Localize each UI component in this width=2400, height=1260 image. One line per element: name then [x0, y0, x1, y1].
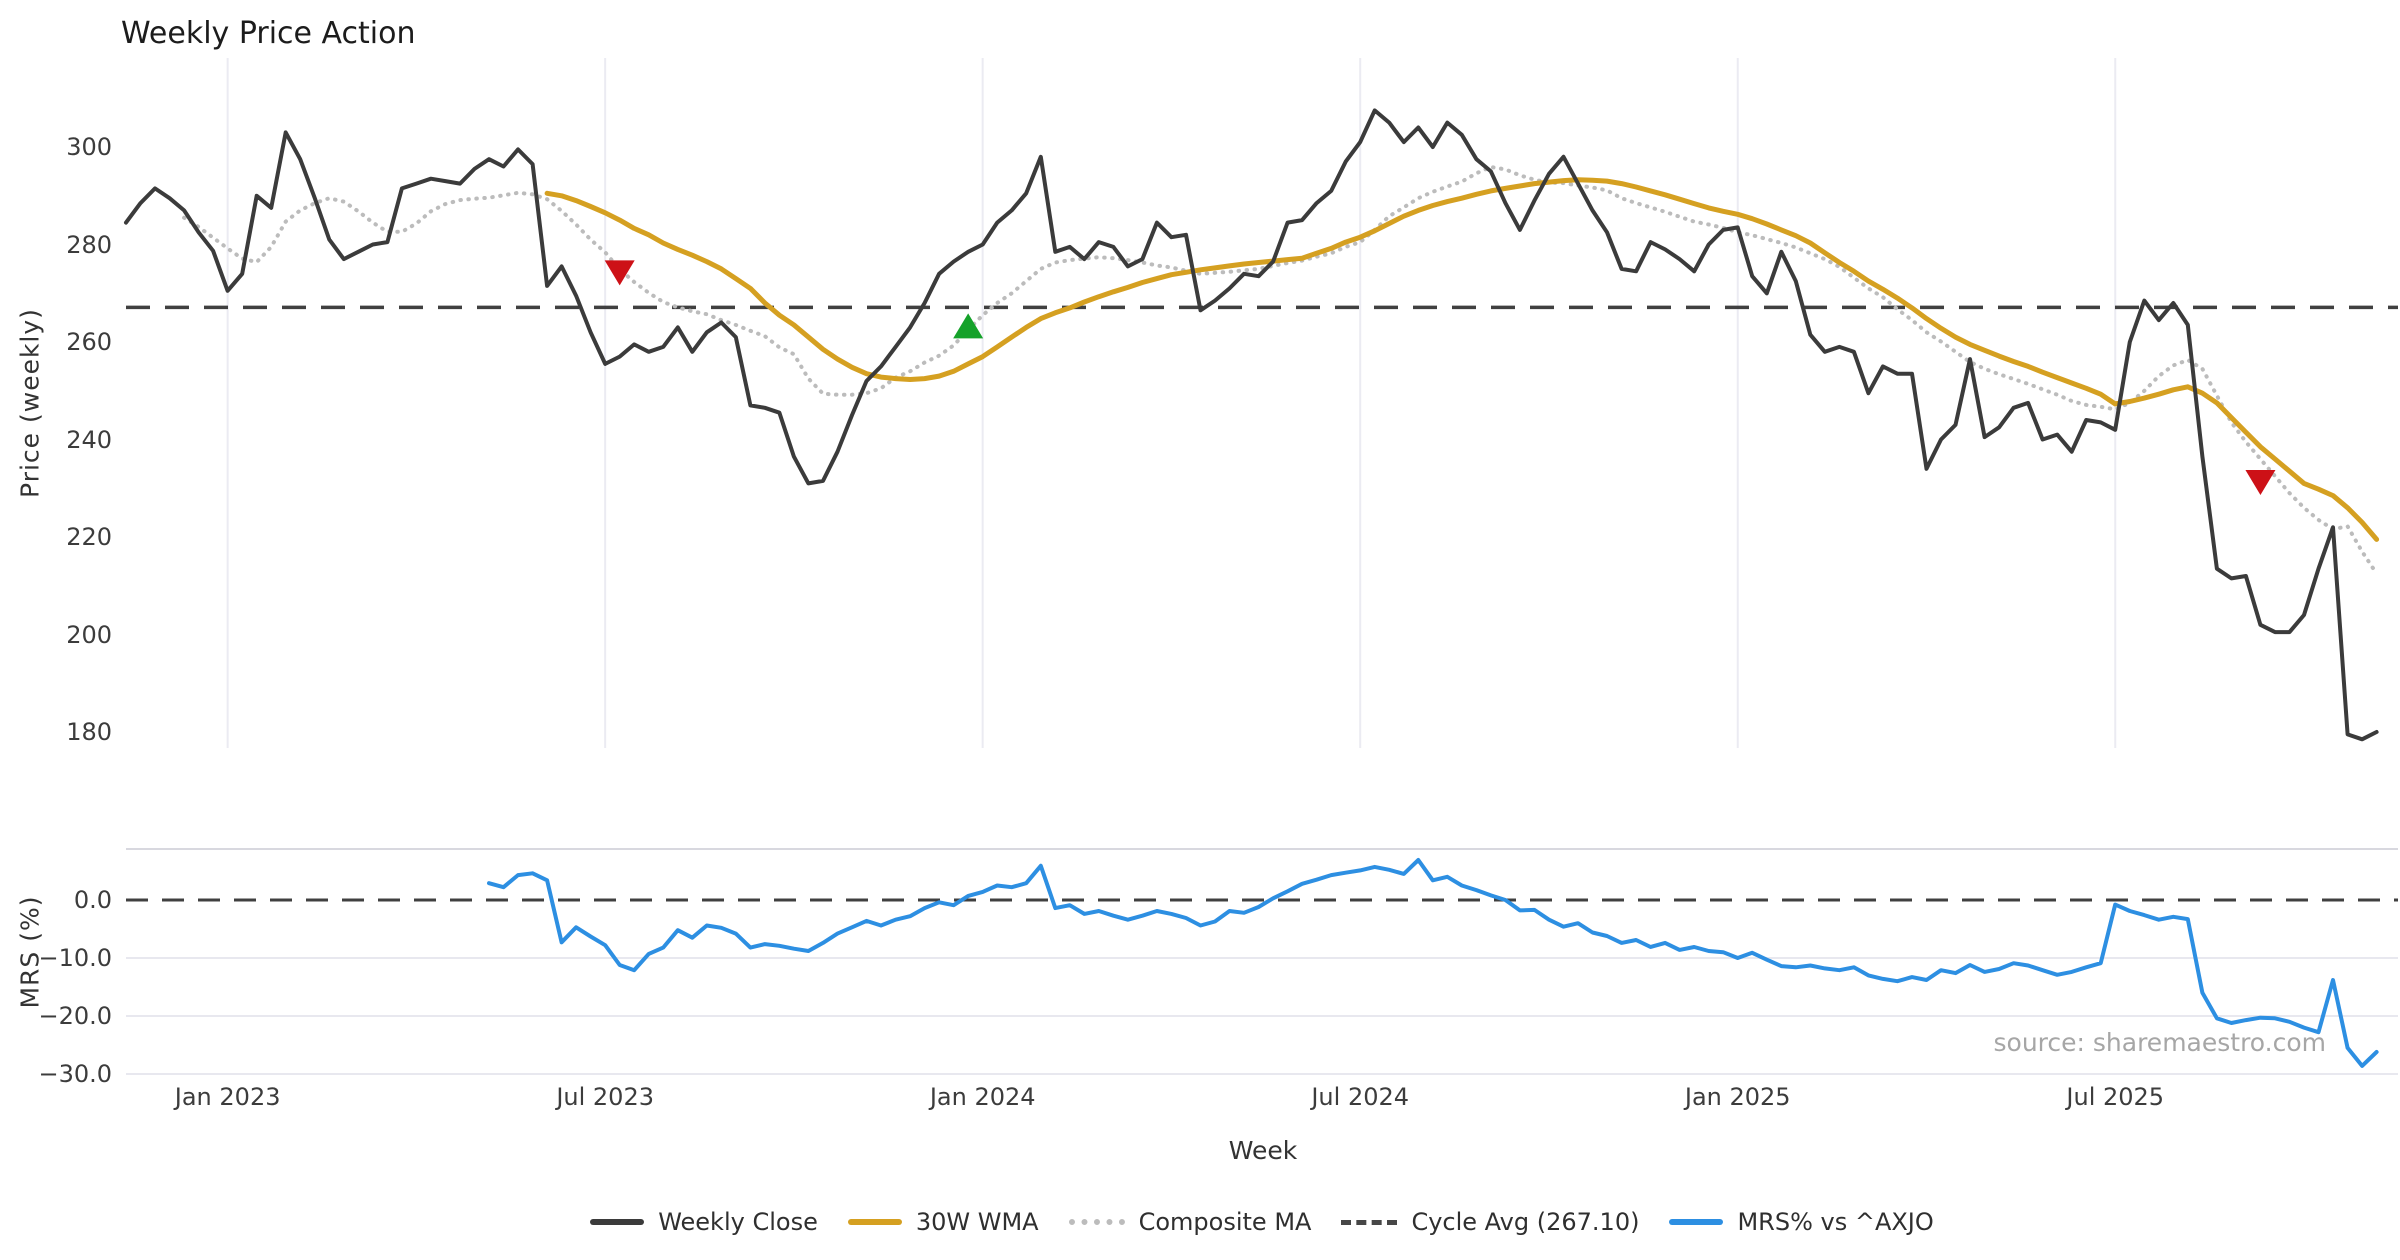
legend-label: MRS% vs ^AXJO: [1737, 1208, 1934, 1236]
x-tick-label: Jan 2023: [174, 1083, 281, 1111]
mrs-tick-label: −20.0: [38, 1002, 112, 1030]
mrs-tick-label: −30.0: [38, 1060, 112, 1088]
source-watermark: source: sharemaestro.com: [1993, 1028, 2327, 1057]
legend-swatch: [590, 1219, 645, 1225]
weekly-close-line: [124, 108, 2379, 742]
legend-swatch: [1341, 1219, 1398, 1225]
sell-signal-marker: [604, 260, 635, 286]
x-tick-label: Jul 2024: [1311, 1083, 1410, 1111]
price-tick-label: 280: [66, 230, 112, 259]
legend-label: 30W WMA: [915, 1208, 1039, 1236]
x-tick-label: Jul 2023: [556, 1083, 654, 1111]
legend-label: Weekly Close: [658, 1208, 818, 1236]
legend-label: Cycle Avg (267.10): [1411, 1208, 1640, 1236]
mrs-tick-label: −10.0: [38, 944, 112, 972]
legend-swatch: [847, 1219, 902, 1225]
price-tick-label: 180: [66, 718, 112, 746]
x-axis-label: Week: [1228, 1136, 1298, 1165]
price-tick-label: 220: [66, 523, 112, 551]
legend-label: Composite MA: [1138, 1208, 1312, 1236]
legend-item-mrs-vs-axjo: MRS% vs ^AXJO: [1669, 1208, 1934, 1236]
legend-item-weekly-close: Weekly Close: [590, 1208, 818, 1236]
price-tick-label: 200: [66, 620, 112, 649]
x-tick-label: Jan 2025: [1684, 1083, 1791, 1111]
price-tick-label: 300: [66, 133, 112, 161]
wma-line: [544, 177, 2380, 542]
x-tick-label: Jan 2024: [929, 1083, 1036, 1111]
legend-item-composite-ma: Composite MA: [1068, 1208, 1312, 1236]
composite-ma-line: [182, 165, 2379, 576]
price-tick-label: 240: [66, 425, 112, 454]
legend: Weekly Close 30W WMA Composite MA Cycle Avg…: [126, 1208, 2398, 1236]
buy-signal-marker: [953, 313, 984, 339]
x-tick-label: Jul 2025: [2066, 1083, 2165, 1111]
legend-item-cycle-avg-267-10: Cycle Avg (267.10): [1341, 1208, 1639, 1236]
mrs-line: [487, 858, 2379, 1068]
sell-signal-marker: [2245, 469, 2276, 495]
price-tick-label: 260: [66, 328, 112, 356]
legend-swatch: [1068, 1219, 1125, 1225]
chart-title: Weekly Price Action: [121, 16, 416, 51]
legend-swatch: [1669, 1219, 1724, 1225]
mrs-tick-label: 0.0: [73, 886, 112, 914]
legend-item-30w-wma: 30W WMA: [847, 1208, 1039, 1236]
